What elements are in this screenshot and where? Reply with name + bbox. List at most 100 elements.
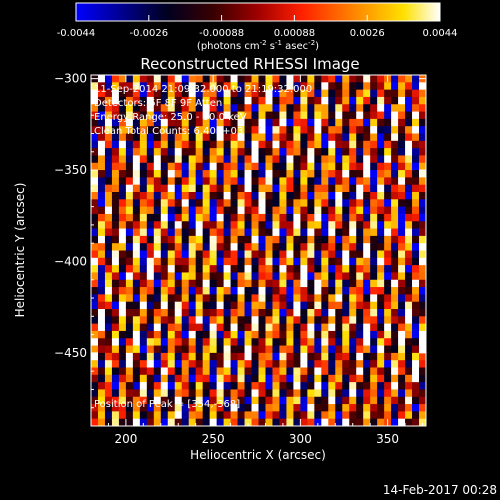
- heatmap-cell: [279, 104, 287, 112]
- heatmap-cell: [328, 148, 336, 156]
- heatmap-cell: [286, 148, 294, 156]
- heatmap-cell: [272, 360, 280, 368]
- heatmap-cell: [97, 287, 106, 295]
- heatmap-cell: [286, 367, 294, 376]
- heatmap-cell: [356, 374, 364, 383]
- heatmap-cell: [419, 396, 426, 405]
- heatmap-cell: [293, 257, 301, 266]
- heatmap-cell: [405, 352, 413, 361]
- heatmap-cell: [412, 389, 420, 398]
- heatmap-cell: [412, 338, 420, 346]
- heatmap-cell: [181, 82, 190, 91]
- heatmap-cell: [258, 177, 266, 186]
- heatmap-cell: [91, 155, 99, 164]
- heatmap-cell: [167, 96, 176, 105]
- heatmap-cell: [300, 338, 308, 346]
- heatmap-cell: [272, 294, 280, 303]
- heatmap-cell: [125, 330, 134, 339]
- heatmap-cell: [300, 272, 308, 281]
- heatmap-cell: [209, 338, 218, 346]
- heatmap-cell: [125, 148, 134, 156]
- heatmap-cell: [258, 396, 266, 405]
- heatmap-cell: [265, 404, 273, 412]
- heatmap-cell: [405, 411, 413, 420]
- heatmap-cell: [391, 155, 399, 164]
- heatmap-cell: [258, 213, 266, 222]
- heatmap-cell: [244, 316, 252, 325]
- heatmap-cell: [216, 192, 225, 200]
- heatmap-cell: [216, 389, 225, 398]
- heatmap-cell: [398, 265, 406, 273]
- heatmap-cell: [111, 382, 120, 390]
- heatmap-cell: [118, 257, 127, 266]
- heatmap-cell: [244, 250, 252, 259]
- heatmap-cell: [377, 316, 385, 325]
- heatmap-cell: [265, 89, 273, 98]
- heatmap-cell: [286, 389, 294, 398]
- heatmap-cell: [286, 221, 294, 229]
- heatmap-cell: [356, 89, 364, 98]
- heatmap-cell: [377, 243, 385, 251]
- heatmap-cell: [202, 177, 211, 186]
- heatmap-cell: [230, 396, 238, 405]
- heatmap-cell: [202, 213, 211, 222]
- heatmap-cell: [412, 367, 420, 376]
- heatmap-cell: [118, 389, 127, 398]
- heatmap-cell: [384, 279, 392, 288]
- heatmap-cell: [230, 345, 238, 354]
- heatmap-cell: [370, 367, 378, 376]
- heatmap-cell: [174, 418, 183, 426]
- heatmap-cell: [111, 104, 120, 112]
- heatmap-cell: [97, 404, 106, 412]
- heatmap-cell: [363, 206, 371, 215]
- heatmap-cell: [258, 301, 266, 310]
- heatmap-cell: [342, 162, 350, 171]
- heatmap-cell: [321, 148, 329, 156]
- heatmap-cell: [237, 250, 245, 259]
- heatmap-cell: [125, 309, 134, 317]
- heatmap-cell: [321, 338, 329, 346]
- heatmap-cell: [258, 360, 266, 368]
- heatmap-cell: [139, 111, 148, 120]
- heatmap-cell: [251, 192, 259, 200]
- heatmap-cell: [370, 279, 378, 288]
- heatmap-cell: [363, 418, 371, 426]
- heatmap-cell: [202, 338, 211, 346]
- heatmap-cell: [188, 411, 197, 420]
- heatmap-cell: [363, 309, 371, 317]
- heatmap-cell: [209, 352, 218, 361]
- heatmap-cell: [104, 418, 113, 426]
- heatmap-cell: [321, 96, 329, 105]
- heatmap-cell: [202, 192, 211, 200]
- heatmap-cell: [335, 382, 343, 390]
- heatmap-cell: [91, 345, 99, 354]
- heatmap-cell: [139, 133, 148, 142]
- heatmap-cell: [405, 148, 413, 156]
- heatmap-cell: [286, 111, 294, 120]
- heatmap-cell: [314, 396, 322, 405]
- heatmap-cell: [370, 257, 378, 266]
- heatmap-cell: [202, 235, 211, 244]
- heatmap-cell: [251, 228, 259, 237]
- heatmap-cell: [272, 243, 280, 251]
- heatmap-cell: [314, 279, 322, 288]
- heatmap-cell: [398, 243, 406, 251]
- heatmap-cell: [97, 177, 106, 186]
- heatmap-cell: [125, 360, 134, 368]
- heatmap-cell: [153, 294, 162, 303]
- heatmap-cell: [265, 257, 273, 266]
- heatmap-cell: [153, 367, 162, 376]
- heatmap-cell: [209, 148, 218, 156]
- heatmap-cell: [412, 316, 420, 325]
- heatmap-cell: [125, 221, 134, 229]
- heatmap-cell: [314, 184, 322, 193]
- heatmap-cell: [237, 382, 245, 390]
- heatmap-cell: [216, 316, 225, 325]
- heatmap-cell: [223, 316, 231, 325]
- heatmap-cell: [195, 279, 204, 288]
- heatmap-cell: [370, 301, 378, 310]
- heatmap-cell: [300, 323, 308, 332]
- heatmap-cell: [237, 82, 245, 91]
- heatmap-cell: [251, 170, 259, 178]
- heatmap-cell: [118, 243, 127, 251]
